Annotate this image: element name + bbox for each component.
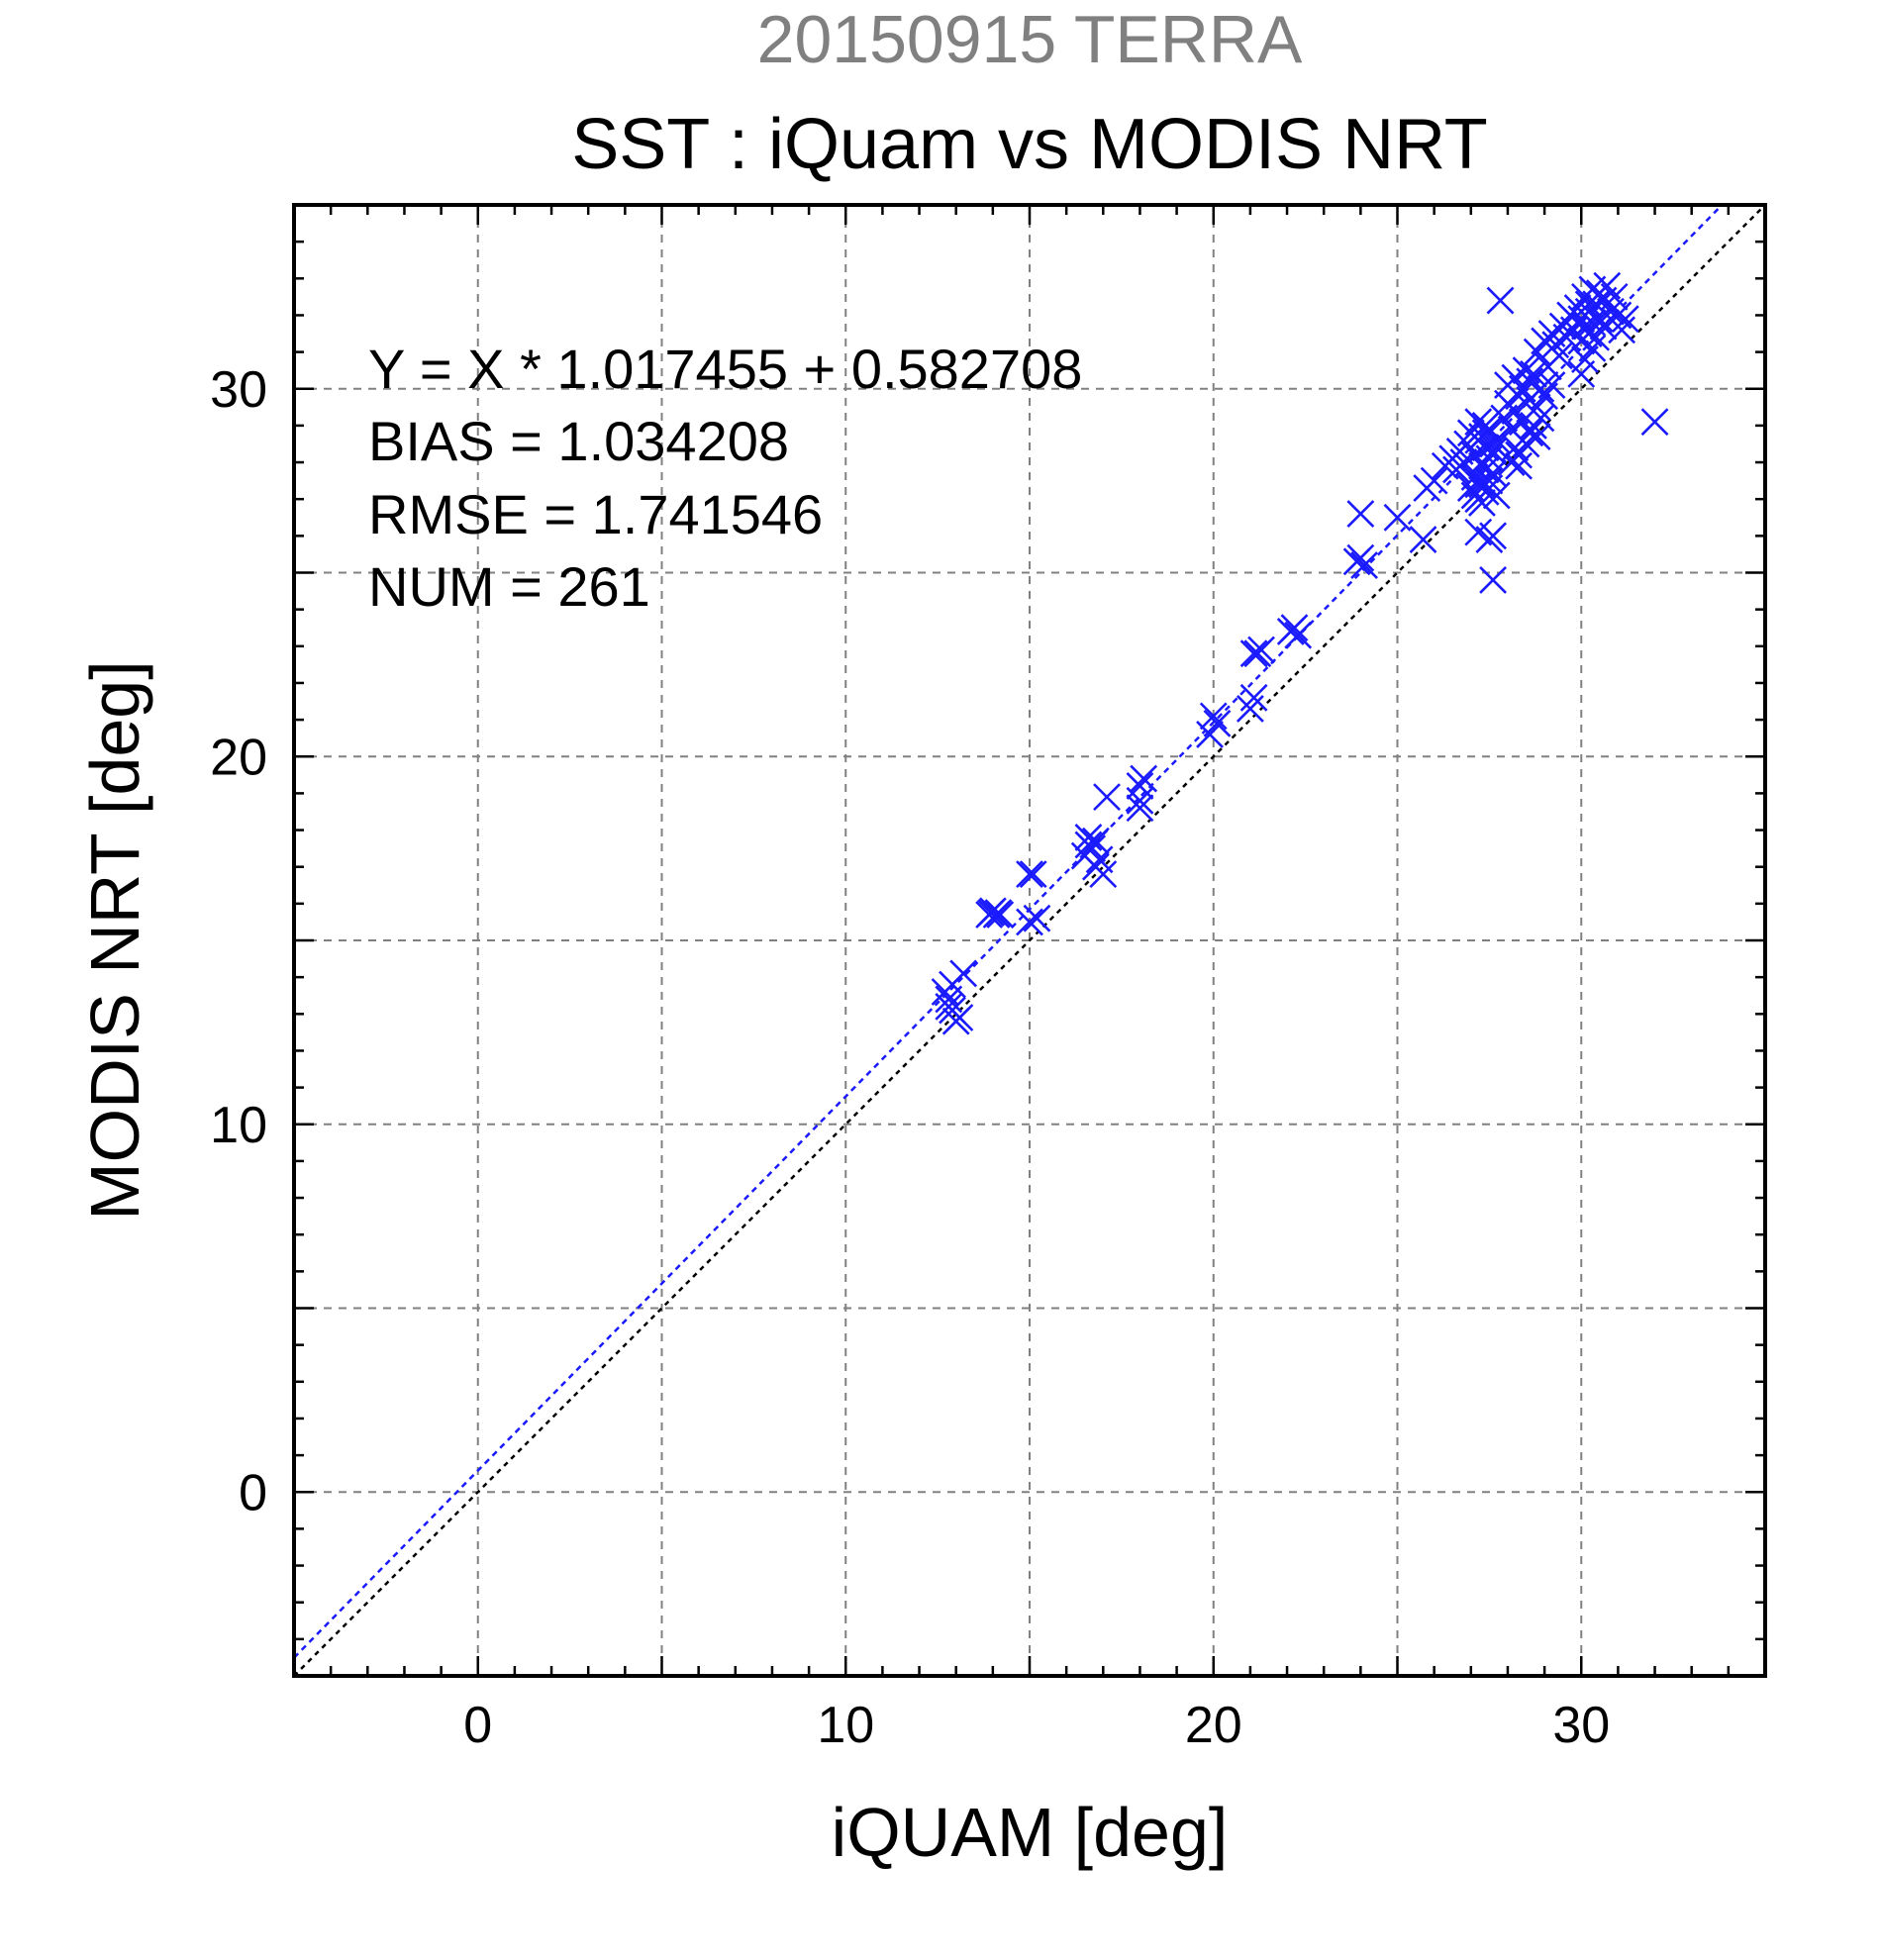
y-tick-label: 30	[210, 361, 267, 419]
data-point	[1420, 466, 1448, 495]
data-point	[1350, 551, 1378, 579]
sample-count: NUM = 261	[368, 555, 650, 618]
data-point	[1280, 614, 1309, 642]
data-point	[1574, 290, 1603, 319]
y-axis-label: MODIS NRT [deg]	[76, 660, 153, 1220]
data-point	[977, 899, 1005, 928]
stats-annotation: Y = X * 1.017455 + 0.582708 BIAS = 1.034…	[368, 338, 1082, 618]
plot-frame	[292, 203, 1767, 1678]
chart-subtitle: 20150915 TERRA	[757, 2, 1303, 77]
data-point	[1016, 908, 1043, 936]
fit-line	[293, 204, 1724, 1659]
x-tick-label: 30	[1552, 1697, 1610, 1754]
data-point	[1563, 308, 1592, 337]
data-point	[1537, 371, 1566, 399]
data-point	[1464, 470, 1493, 499]
data-point	[1640, 408, 1669, 437]
data-point	[1074, 824, 1103, 851]
data-point	[1130, 764, 1158, 793]
data-point	[1611, 305, 1639, 334]
data-point	[1608, 316, 1636, 344]
data-point	[1093, 783, 1121, 812]
data-point	[1247, 636, 1275, 664]
data-point	[1468, 448, 1496, 476]
data-point	[1516, 419, 1544, 447]
data-point	[1512, 356, 1540, 385]
data-point	[1081, 827, 1110, 855]
x-tick-labels: 0 10 20 30	[463, 1697, 1610, 1754]
data-point	[1074, 831, 1103, 859]
data-point	[1409, 526, 1437, 553]
x-axis-label: iQUAM [deg]	[832, 1794, 1229, 1871]
data-point	[1199, 702, 1228, 731]
data-point	[1016, 860, 1043, 889]
data-point	[1600, 282, 1629, 311]
data-point	[1284, 621, 1313, 649]
data-point	[1460, 481, 1489, 510]
x-tick-label: 10	[817, 1697, 874, 1754]
data-point	[945, 1004, 974, 1031]
data-point	[935, 985, 963, 1014]
data-point	[1578, 334, 1607, 362]
data-point	[1545, 342, 1573, 370]
data-point	[1471, 455, 1500, 484]
y-tick-label: 0	[239, 1464, 267, 1521]
data-point	[1475, 526, 1504, 553]
data-point	[1479, 566, 1508, 594]
bias-value: BIAS = 1.034208	[368, 410, 789, 472]
grid-lines	[294, 205, 1765, 1676]
data-point	[1527, 404, 1555, 433]
data-point	[1239, 639, 1268, 668]
data-point	[1346, 543, 1375, 572]
data-point	[1383, 503, 1412, 532]
y-tick-labels: 0 10 20 30	[210, 361, 267, 1522]
data-point	[1486, 286, 1515, 315]
data-point	[1126, 794, 1154, 823]
regression-equation: Y = X * 1.017455 + 0.582708	[368, 338, 1082, 400]
data-point	[1081, 852, 1110, 881]
data-point	[1126, 772, 1154, 800]
x-tick-label: 0	[463, 1697, 492, 1754]
x-tick-label: 20	[1185, 1697, 1242, 1754]
data-point	[1346, 500, 1375, 528]
data-point	[984, 899, 1013, 928]
data-point	[1523, 423, 1551, 450]
y-tick-label: 20	[210, 729, 267, 786]
chart-title: SST : iQuam vs MODIS NRT	[571, 105, 1488, 184]
data-point	[1589, 312, 1618, 341]
y-tick-label: 10	[210, 1097, 267, 1154]
data-points	[931, 271, 1669, 1035]
data-point	[1236, 695, 1264, 723]
data-point	[1527, 374, 1555, 403]
data-point	[1239, 683, 1268, 712]
data-point	[1203, 709, 1232, 737]
rmse-value: RMSE = 1.741546	[368, 483, 823, 545]
data-point	[1475, 474, 1504, 502]
data-point	[1520, 359, 1547, 388]
data-point	[1505, 451, 1534, 480]
data-point	[1023, 904, 1051, 932]
data-point	[1126, 786, 1154, 815]
data-point	[1019, 860, 1047, 889]
data-point	[949, 959, 978, 988]
data-point	[1505, 382, 1534, 411]
